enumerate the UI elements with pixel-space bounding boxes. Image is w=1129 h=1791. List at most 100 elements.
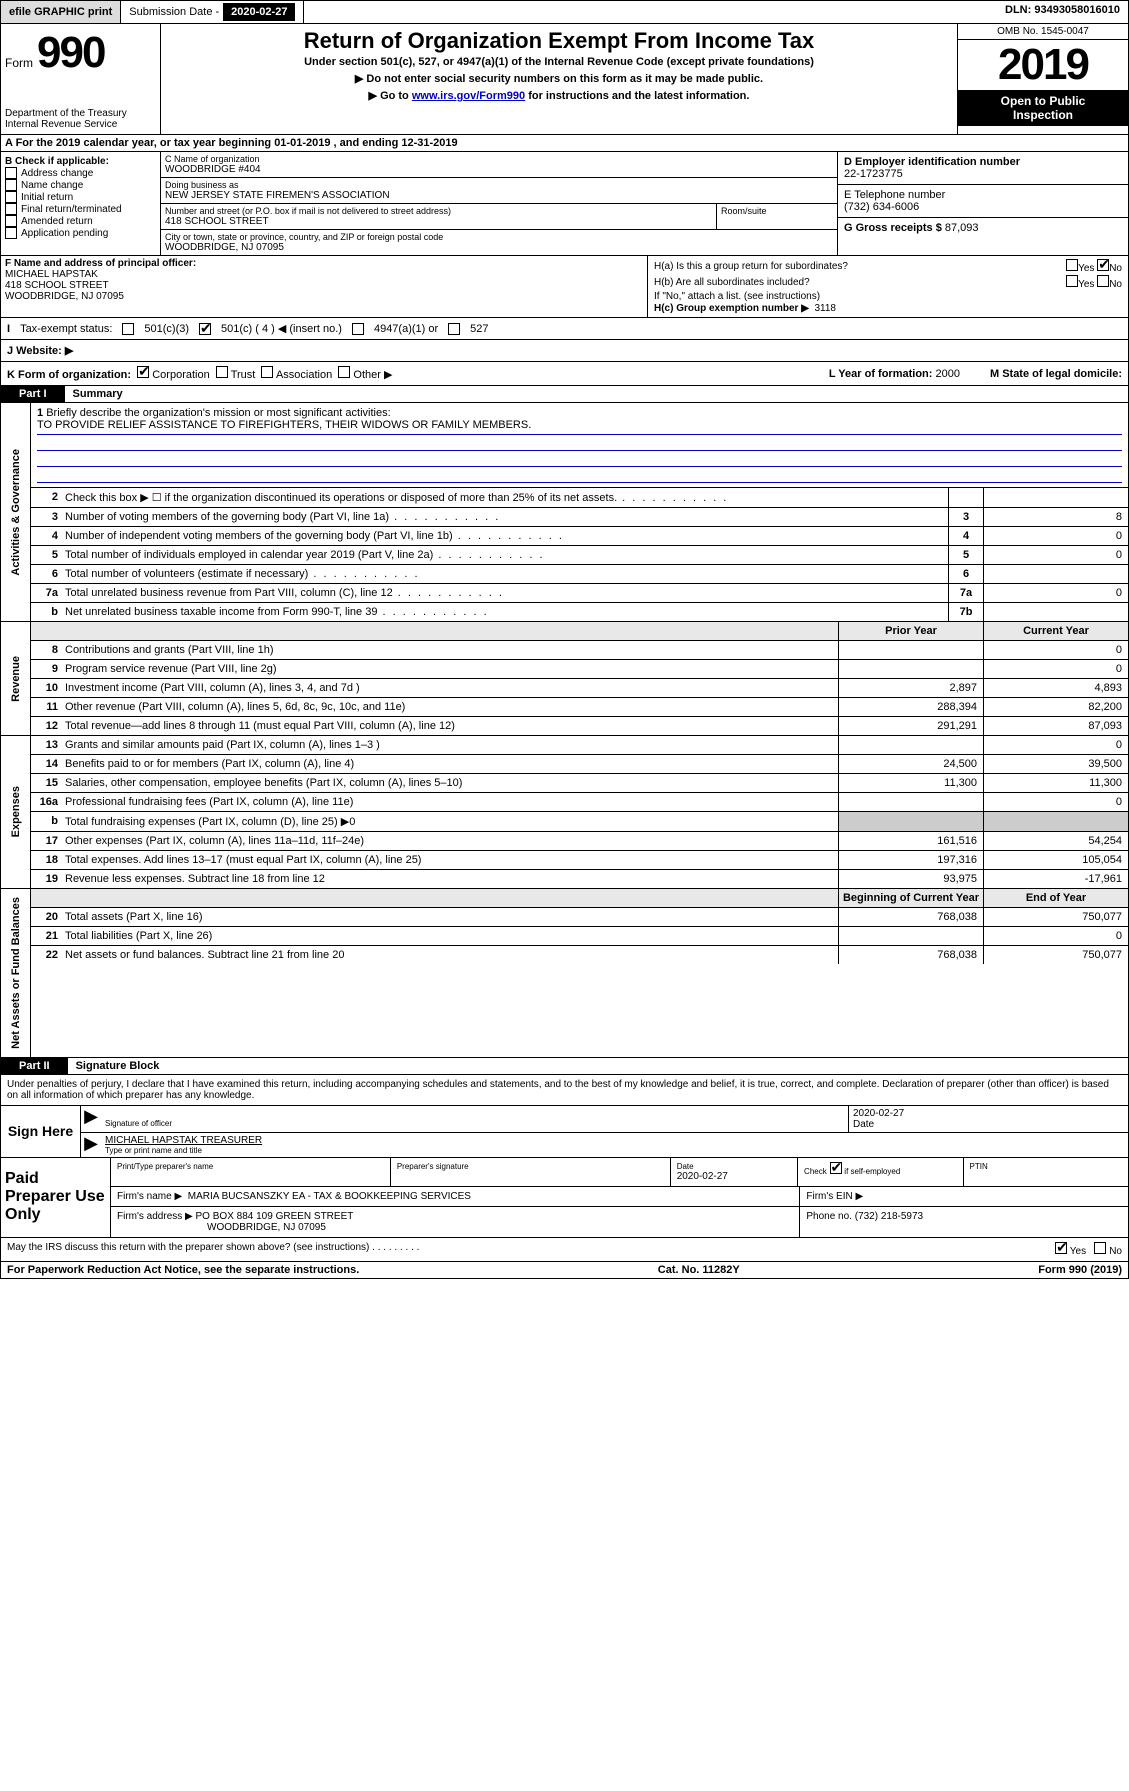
hb-yes[interactable] — [1066, 275, 1078, 287]
form-subtitle-3: ▶ Go to www.irs.gov/Form990 for instruct… — [169, 89, 949, 102]
checkbox-address-change[interactable] — [5, 167, 17, 179]
form-subtitle-1: Under section 501(c), 527, or 4947(a)(1)… — [169, 56, 949, 68]
col-b-checkboxes: B Check if applicable: Address change Na… — [1, 152, 161, 255]
gov-row: 4 Number of independent voting members o… — [31, 526, 1128, 545]
vlabel-gov: Activities & Governance — [10, 441, 22, 584]
part2-header: Part II Signature Block — [0, 1058, 1129, 1075]
sign-date: 2020-02-27 — [853, 1108, 1124, 1119]
checkbox-name-change[interactable] — [5, 179, 17, 191]
section-h: H(a) Is this a group return for subordin… — [648, 256, 1128, 317]
form-of-org: K Form of organization: Corporation Trus… — [0, 362, 1129, 386]
col-end: End of Year — [983, 889, 1128, 907]
year-formation: 2000 — [935, 368, 959, 380]
signature-block: Under penalties of perjury, I declare th… — [0, 1075, 1129, 1262]
fin-row: 12 Total revenue—add lines 8 through 11 … — [31, 717, 1128, 735]
fin-row: 11 Other revenue (Part VIII, column (A),… — [31, 698, 1128, 717]
col-beginning: Beginning of Current Year — [838, 889, 983, 907]
arrow-icon: ▶ — [81, 1106, 101, 1132]
fin-row: 8 Contributions and grants (Part VIII, l… — [31, 641, 1128, 660]
tax-year: 2019 — [958, 40, 1128, 90]
cb-other[interactable] — [338, 366, 350, 378]
fin-row: 20 Total assets (Part X, line 16) 768,03… — [31, 908, 1128, 927]
officer-name: MICHAEL HAPSTAK TREASURER — [105, 1135, 1124, 1146]
footer: For Paperwork Reduction Act Notice, see … — [0, 1262, 1129, 1279]
col-current-year: Current Year — [983, 622, 1128, 640]
fin-row: b Total fundraising expenses (Part IX, c… — [31, 812, 1128, 832]
discuss-row: May the IRS discuss this return with the… — [1, 1237, 1128, 1261]
telephone: (732) 634-6006 — [844, 201, 1122, 213]
vlabel-rev: Revenue — [10, 648, 22, 710]
checkbox-final-return[interactable] — [5, 203, 17, 215]
col-prior-year: Prior Year — [838, 622, 983, 640]
hb-no[interactable] — [1097, 275, 1109, 287]
cb-501c[interactable] — [199, 323, 211, 335]
submission-date: 2020-02-27 — [223, 3, 295, 21]
form-title: Return of Organization Exempt From Incom… — [169, 28, 949, 54]
form-subtitle-2: ▶ Do not enter social security numbers o… — [169, 72, 949, 85]
cb-self-employed[interactable] — [830, 1162, 842, 1174]
form-number: Form 990 — [5, 28, 156, 78]
prep-date: 2020-02-27 — [677, 1171, 791, 1182]
org-name: WOODBRIDGE #404 — [165, 164, 833, 175]
gov-row: 2 Check this box ▶ ☐ if the organization… — [31, 487, 1128, 507]
expenses-section: Expenses 13 Grants and similar amounts p… — [0, 736, 1129, 889]
fin-row: 15 Salaries, other compensation, employe… — [31, 774, 1128, 793]
gross-receipts: 87,093 — [945, 222, 979, 234]
open-to-public: Open to PublicInspection — [958, 90, 1128, 126]
submission-date-label: Submission Date - 2020-02-27 — [121, 1, 304, 23]
dln: DLN: 93493058016010 — [997, 1, 1128, 23]
fin-row: 16a Professional fundraising fees (Part … — [31, 793, 1128, 812]
discuss-yes[interactable] — [1055, 1242, 1067, 1254]
fin-row: 9 Program service revenue (Part VIII, li… — [31, 660, 1128, 679]
activities-governance: Activities & Governance 1 Briefly descri… — [0, 403, 1129, 622]
col-d-right: D Employer identification number 22-1723… — [838, 152, 1128, 255]
gov-row: 3 Number of voting members of the govern… — [31, 507, 1128, 526]
section-f-h: F Name and address of principal officer:… — [0, 256, 1129, 318]
cb-assoc[interactable] — [261, 366, 273, 378]
cb-527[interactable] — [448, 323, 460, 335]
part1-header: Part I Summary — [0, 386, 1129, 403]
principal-officer: F Name and address of principal officer:… — [1, 256, 648, 317]
firm-phone: Phone no. (732) 218-5973 — [806, 1211, 923, 1222]
fin-row: 14 Benefits paid to or for members (Part… — [31, 755, 1128, 774]
netassets-section: Net Assets or Fund Balances Beginning of… — [0, 889, 1129, 1058]
fin-row: 10 Investment income (Part VIII, column … — [31, 679, 1128, 698]
mission-desc: TO PROVIDE RELIEF ASSISTANCE TO FIREFIGH… — [37, 419, 1122, 435]
irs-link[interactable]: www.irs.gov/Form990 — [412, 90, 525, 102]
city-state-zip: WOODBRIDGE, NJ 07095 — [165, 242, 833, 253]
dba: NEW JERSEY STATE FIREMEN'S ASSOCIATION — [165, 190, 833, 201]
cb-501c3[interactable] — [122, 323, 134, 335]
revenue-section: Revenue Prior Year Current Year 8 Contri… — [0, 622, 1129, 736]
cb-trust[interactable] — [216, 366, 228, 378]
cb-corp[interactable] — [137, 366, 149, 378]
irs: Internal Revenue Service — [5, 119, 156, 130]
header: Form 990 Department of the Treasury Inte… — [0, 24, 1129, 135]
fin-row: 22 Net assets or fund balances. Subtract… — [31, 946, 1128, 964]
checkbox-application-pending[interactable] — [5, 227, 17, 239]
discuss-no[interactable] — [1094, 1242, 1106, 1254]
firm-address: PO BOX 884 109 GREEN STREET — [196, 1211, 354, 1222]
checkbox-initial-return[interactable] — [5, 191, 17, 203]
ein: 22-1723775 — [844, 168, 1122, 180]
gov-row: 7a Total unrelated business revenue from… — [31, 583, 1128, 602]
checkbox-amended[interactable] — [5, 215, 17, 227]
sign-here-label: Sign Here — [1, 1106, 81, 1157]
section-a-period: A For the 2019 calendar year, or tax yea… — [0, 135, 1129, 152]
ha-yes[interactable] — [1066, 259, 1078, 271]
gov-row: 6 Total number of volunteers (estimate i… — [31, 564, 1128, 583]
cb-4947[interactable] — [352, 323, 364, 335]
org-info-grid: B Check if applicable: Address change Na… — [0, 152, 1129, 256]
perjury-text: Under penalties of perjury, I declare th… — [1, 1075, 1128, 1106]
street-address: 418 SCHOOL STREET — [165, 216, 712, 227]
dept-treasury: Department of the Treasury — [5, 108, 156, 119]
tax-exempt-status: I Tax-exempt status: 501(c)(3) 501(c) ( … — [0, 318, 1129, 340]
efile-button[interactable]: efile GRAPHIC print — [1, 1, 121, 23]
col-c-org: C Name of organization WOODBRIDGE #404 D… — [161, 152, 838, 255]
fin-row: 18 Total expenses. Add lines 13–17 (must… — [31, 851, 1128, 870]
ha-no[interactable] — [1097, 259, 1109, 271]
fin-row: 13 Grants and similar amounts paid (Part… — [31, 736, 1128, 755]
fin-row: 19 Revenue less expenses. Subtract line … — [31, 870, 1128, 888]
paid-preparer-label: Paid Preparer Use Only — [1, 1158, 111, 1237]
topbar: efile GRAPHIC print Submission Date - 20… — [0, 0, 1129, 24]
fin-row: 21 Total liabilities (Part X, line 26) 0 — [31, 927, 1128, 946]
